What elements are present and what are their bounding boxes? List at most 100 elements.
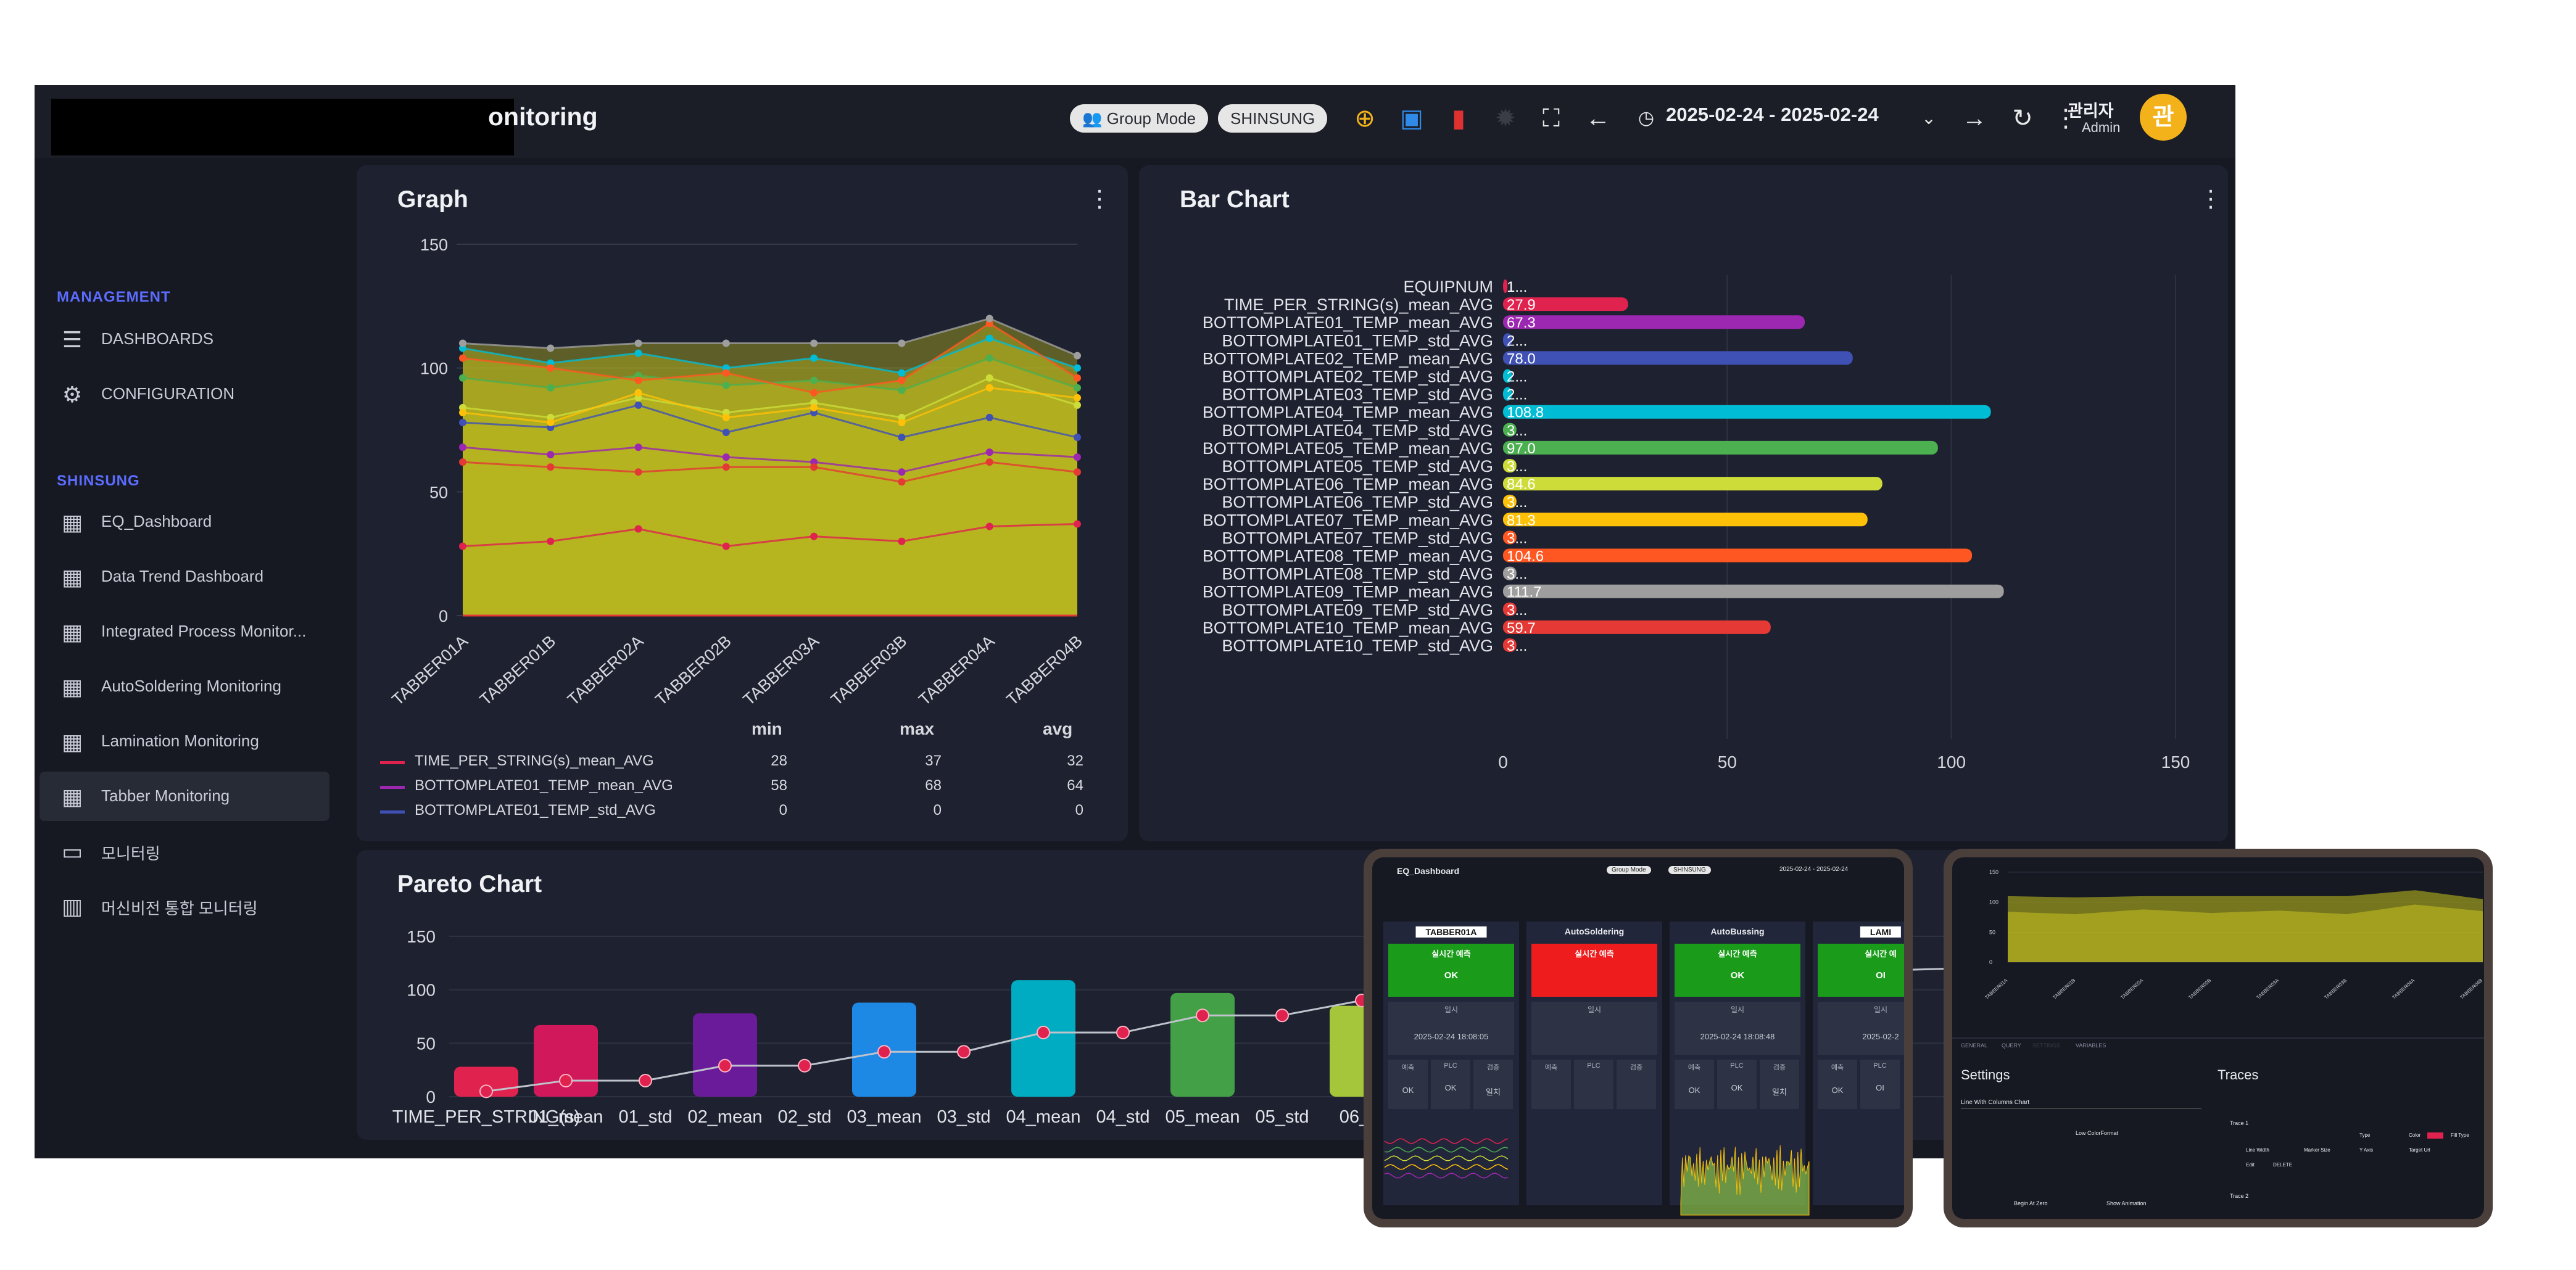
data-point <box>459 542 466 550</box>
logo-redacted <box>51 99 514 155</box>
eq-card[interactable]: LAMI 실시간 예 OI 일시 2025-02-2 예측 OK PLC OI <box>1813 922 1904 1205</box>
chevron-down-icon[interactable]: ⌄ <box>1921 109 1936 128</box>
trace-type-label: Type <box>2359 1132 2371 1138</box>
data-point <box>459 408 466 416</box>
arrow-left-icon[interactable]: ← <box>1586 105 1610 132</box>
eq-card[interactable]: AutoBussing 실시간 예측 OK 일시 2025-02-24 18:08:48… <box>1670 922 1805 1205</box>
x-tick-label: 04_mean <box>1006 1107 1081 1127</box>
data-point <box>634 468 642 476</box>
eq-status-label: 실시간 예 <box>1865 949 1897 959</box>
eq-time-label: 일시 <box>1444 1005 1459 1014</box>
x-tick-label: 02_std <box>777 1107 831 1127</box>
sidebar-item-tabber[interactable]: ▦ Tabber Monitoring <box>39 772 329 821</box>
edit-button[interactable]: Edit <box>2246 1162 2255 1168</box>
eq-time-box: 일시 2025-02-24 18:08:05 <box>1388 1002 1514 1055</box>
trace-2-header[interactable]: Trace 2 <box>2230 1193 2249 1199</box>
sidebar-item-monitoring[interactable]: ▭ 모니터링 <box>39 827 329 876</box>
delete-button[interactable]: DELETE <box>2273 1162 2293 1168</box>
eq-check-value: 일치 <box>1772 1087 1787 1097</box>
sidebar-item-lamination[interactable]: ▦ Lamination Monitoring <box>39 717 329 766</box>
sidebar-item-label: DASHBOARDS <box>101 329 214 348</box>
show-animation-toggle[interactable]: Show Animation <box>2106 1200 2147 1206</box>
begin-at-zero-toggle[interactable]: Begin At Zero <box>2014 1200 2048 1206</box>
x-tick-label: TABBER02A <box>564 632 647 708</box>
more-vert-icon[interactable]: ⋮ <box>2053 105 2078 132</box>
legend-avg: 32 <box>1067 753 1083 769</box>
sidebar-item-eq-dashboard[interactable]: ▦ EQ_Dashboard <box>39 497 329 546</box>
data-point <box>898 537 906 545</box>
x-tick-label: 150 <box>2161 753 2190 772</box>
legend-max: 0 <box>933 802 942 818</box>
company-chip[interactable]: SHINSUNG <box>1668 866 1711 874</box>
sidebar-item-machine-vision[interactable]: ▥ 머신비전 통합 모니터링 <box>39 881 329 931</box>
save-icon[interactable]: ▣ <box>1400 105 1423 132</box>
legend-row[interactable]: BOTTOMPLATE01_TEMP_mean_AVG 58 68 64 <box>380 777 1102 797</box>
eq-card[interactable]: AutoSoldering 실시간 예측 일시 예측 PLC 검증 <box>1526 922 1662 1205</box>
legend-min: 28 <box>771 753 787 769</box>
bar-value-label: 2... <box>1507 369 1527 386</box>
tab-settings[interactable]: SETTINGS <box>2032 1042 2061 1049</box>
x-tick-label: 0 <box>1498 753 1508 772</box>
data-point <box>547 364 555 372</box>
area-chart-preview: 0 50 100 150 TABBER01A TABBER01B TABBER02A TABB… <box>1984 869 2483 1000</box>
y-tick-label: 150 <box>420 236 448 254</box>
legend-row[interactable]: TIME_PER_STRING(s)_mean_AVG 28 37 32 <box>380 753 1102 772</box>
fullscreen-icon[interactable]: ⛶ <box>1543 105 1560 132</box>
x-tick-label: 04_std <box>1096 1107 1149 1127</box>
category-label: BOTTOMPLATE01_TEMP_mean_AVG <box>1203 313 1493 332</box>
delete-icon[interactable]: ▮ <box>1451 105 1465 132</box>
data-point <box>810 463 818 471</box>
tablet-screen: 0 50 100 150 TABBER01A TABBER01B TABBER02A TABB… <box>1952 857 2484 1219</box>
bar-chart-title: Bar Chart <box>1180 186 1290 213</box>
data-point <box>898 434 906 442</box>
date-range-picker[interactable]: 2025-02-24 - 2025-02-24 <box>1666 104 1879 125</box>
legend-row[interactable]: BOTTOMPLATE01_TEMP_std_AVG 0 0 0 <box>380 802 1102 822</box>
avatar[interactable]: 관 <box>2140 94 2187 141</box>
sidebar-item-label: CONFIGURATION <box>101 384 235 403</box>
series-area <box>463 405 1077 616</box>
tab-general[interactable]: GENERAL <box>1961 1042 1988 1049</box>
x-tick-label: TABBER02B <box>2187 978 2212 1000</box>
data-point <box>810 389 818 397</box>
category-label: BOTTOMPLATE07_TEMP_std_AVG <box>1222 529 1493 547</box>
data-point <box>1074 352 1081 360</box>
data-point <box>634 349 642 357</box>
sidebar-item-autosoldering[interactable]: ▦ AutoSoldering Monitoring <box>39 662 329 711</box>
eq-status-label: 실시간 예측 <box>1718 949 1757 959</box>
sidebar-item-data-trend[interactable]: ▦ Data Trend Dashboard <box>39 552 329 601</box>
bar-value-label: 59.7 <box>1507 620 1536 637</box>
add-widget-icon[interactable]: ⊕ <box>1354 105 1375 132</box>
cumulative-point <box>559 1074 573 1087</box>
bar <box>1503 423 1517 437</box>
eq-check-label: 예측 <box>1831 1064 1844 1071</box>
trace-1-header[interactable]: Trace 1 <box>2230 1120 2249 1126</box>
company-chip[interactable]: SHINSUNG <box>1218 104 1328 133</box>
legend-swatch <box>380 810 405 814</box>
group-mode-button[interactable]: 👥 Group Mode <box>1070 104 1209 133</box>
cumulative-point <box>957 1045 971 1059</box>
tablet-screen: EQ_Dashboard Group Mode SHINSUNG 2025-02… <box>1372 857 1904 1219</box>
tab-variables[interactable]: VARIABLES <box>2076 1042 2106 1049</box>
bar-value-label: 78.0 <box>1507 350 1536 367</box>
sidebar-item-label: 머신비전 통합 모니터링 <box>101 899 258 918</box>
color-swatch[interactable] <box>2427 1132 2443 1139</box>
category-label: BOTTOMPLATE07_TEMP_mean_AVG <box>1203 511 1493 529</box>
group-mode-button[interactable]: Group Mode <box>1607 866 1651 874</box>
bar-value-label: 111.7 <box>1507 584 1542 601</box>
category-label: BOTTOMPLATE02_TEMP_std_AVG <box>1222 368 1493 386</box>
settings-gear-icon[interactable]: ✹ <box>1495 105 1516 132</box>
sidebar-item-dashboards[interactable]: ☰ DASHBOARDS <box>39 315 329 364</box>
bar-value-label: 2... <box>1507 387 1527 403</box>
x-tick-label: TIME_PER_STRING(s) <box>392 1107 581 1127</box>
arrow-right-icon[interactable]: → <box>1962 105 1987 132</box>
sidebar-item-integrated-process[interactable]: ▦ Integrated Process Monitor... <box>39 607 329 656</box>
date-range-picker[interactable]: 2025-02-24 - 2025-02-24 <box>1779 866 1849 873</box>
chart-type-select[interactable]: Line With Columns Chart <box>1961 1099 2201 1109</box>
tab-query[interactable]: QUERY <box>2002 1042 2021 1049</box>
cumulative-point <box>639 1074 652 1087</box>
low-colorformat-toggle[interactable]: Low ColorFormat <box>2076 1130 2119 1136</box>
x-tick-label: TABBER02B <box>652 632 735 708</box>
data-point <box>1074 401 1081 409</box>
sidebar-item-configuration[interactable]: ⚙ CONFIGURATION <box>39 369 329 419</box>
refresh-icon[interactable]: ↻ <box>2012 105 2033 132</box>
